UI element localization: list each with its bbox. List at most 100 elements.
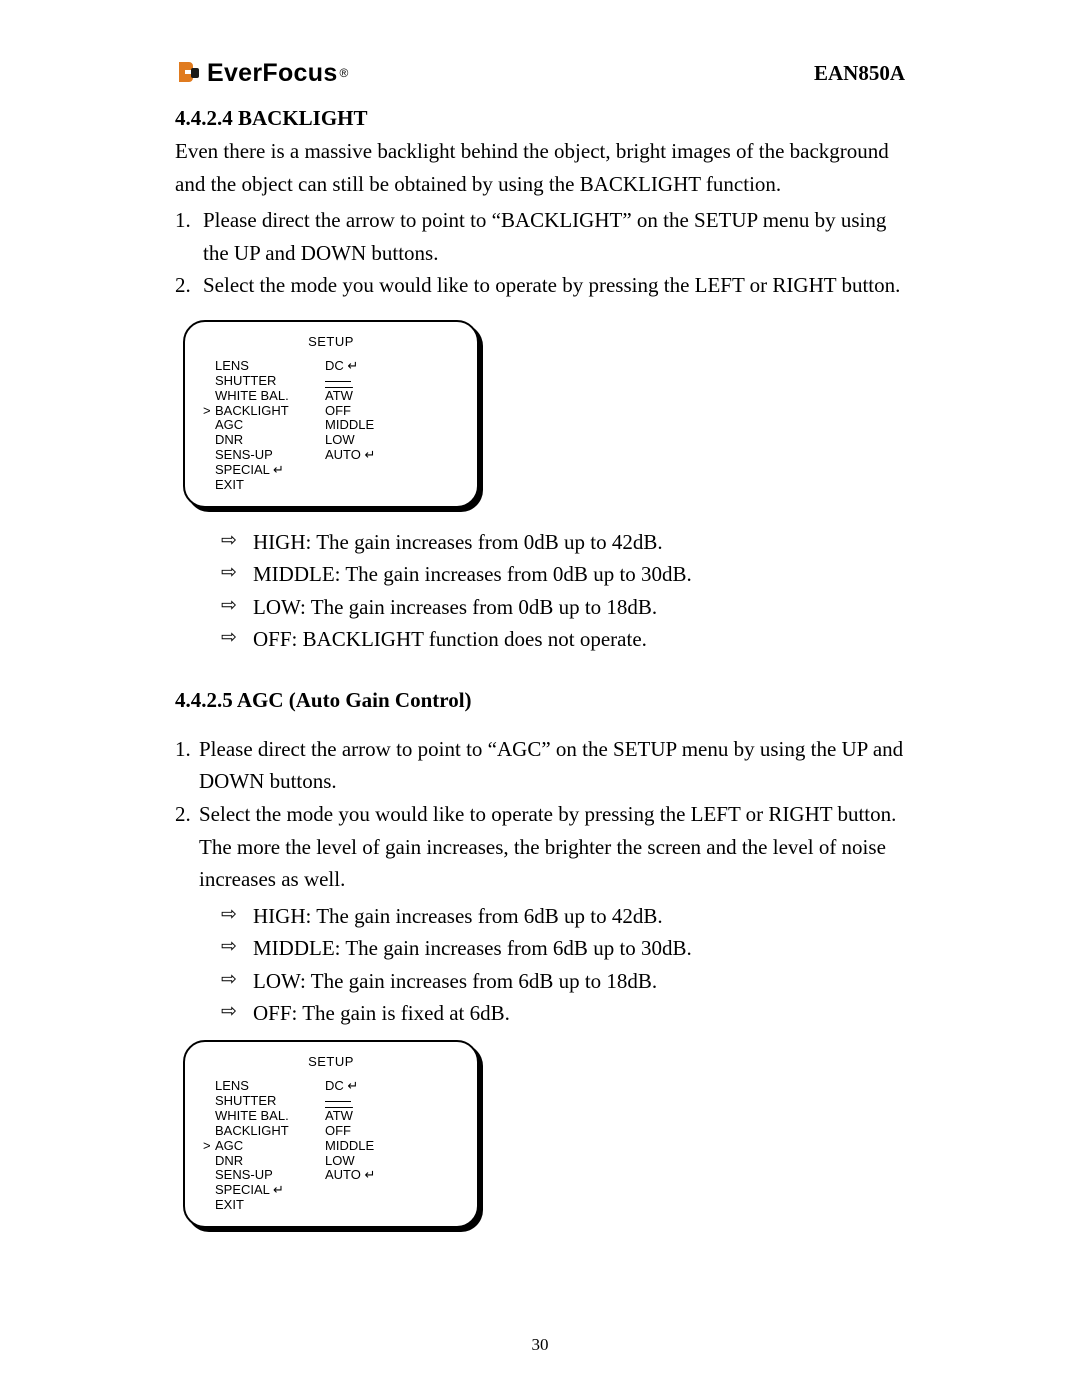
- setup-caret: [203, 389, 215, 404]
- setup-label: SHUTTER: [215, 374, 325, 389]
- list-text: Please direct the arrow to point to “BAC…: [203, 204, 905, 269]
- setup-caret: [203, 478, 215, 493]
- page-header: EverFocus ® EAN850A: [175, 58, 905, 88]
- arrow-icon: ⇨: [221, 965, 253, 998]
- setup-row: DNRLOW: [203, 1154, 459, 1169]
- setup-caret: [203, 1079, 215, 1094]
- setup-row: SPECIAL ↵: [203, 1183, 459, 1198]
- instruction-list-agc: 1. Please direct the arrow to point to “…: [175, 733, 905, 896]
- setup-label: BACKLIGHT: [215, 1124, 325, 1139]
- setup-value: [325, 478, 459, 493]
- setup-label: WHITE BAL.: [215, 1109, 325, 1124]
- setup-row: SPECIAL ↵: [203, 463, 459, 478]
- setup-row: LENSDC ↵: [203, 1079, 459, 1094]
- setup-caret: [203, 1124, 215, 1139]
- setup-row: WHITE BAL.ATW: [203, 389, 459, 404]
- setup-label: BACKLIGHT: [215, 404, 325, 419]
- setup-panel: SETUP LENSDC ↵SHUTTERWHITE BAL.ATWBACKLI…: [183, 1040, 479, 1228]
- setup-row: SENS-UPAUTO ↵: [203, 448, 459, 463]
- setup-value: [325, 374, 459, 389]
- setup-value: [325, 1183, 459, 1198]
- setup-menu-diagram-agc: SETUP LENSDC ↵SHUTTERWHITE BAL.ATWBACKLI…: [183, 1040, 905, 1232]
- setup-value: [325, 463, 459, 478]
- setup-label: EXIT: [215, 1198, 325, 1213]
- setup-label: SENS-UP: [215, 448, 325, 463]
- setup-caret: [203, 1109, 215, 1124]
- setup-caret: [203, 1183, 215, 1198]
- list-item: ⇨OFF: The gain is fixed at 6dB.: [221, 997, 905, 1030]
- list-number: 2.: [175, 269, 203, 302]
- setup-menu-diagram-backlight: SETUP LENSDC ↵SHUTTERWHITE BAL.ATW>BACKL…: [183, 320, 905, 512]
- setup-caret: [203, 463, 215, 478]
- setup-label: SPECIAL ↵: [215, 1183, 325, 1198]
- setup-value: [325, 1094, 459, 1109]
- setup-label: AGC: [215, 1139, 325, 1154]
- setup-label: AGC: [215, 418, 325, 433]
- setup-row: SHUTTER: [203, 1094, 459, 1109]
- arrow-icon: ⇨: [221, 900, 253, 933]
- setup-caret: >: [203, 1139, 215, 1154]
- setup-row: AGCMIDDLE: [203, 418, 459, 433]
- setup-title: SETUP: [203, 1054, 459, 1069]
- model-number: EAN850A: [814, 61, 905, 86]
- arrow-icon: ⇨: [221, 623, 253, 656]
- setup-row: LENSDC ↵: [203, 359, 459, 374]
- everfocus-logo-icon: [175, 58, 203, 88]
- setup-label: WHITE BAL.: [215, 389, 325, 404]
- setup-value: ATW: [325, 1109, 459, 1124]
- setup-label: EXIT: [215, 478, 325, 493]
- setup-value: OFF: [325, 404, 459, 419]
- setup-row: SENS-UPAUTO ↵: [203, 1168, 459, 1183]
- list-item: 2. Select the mode you would like to ope…: [175, 269, 905, 302]
- list-item: 2. Select the mode you would like to ope…: [175, 798, 905, 896]
- setup-caret: [203, 418, 215, 433]
- setup-value: LOW: [325, 433, 459, 448]
- setup-label: SENS-UP: [215, 1168, 325, 1183]
- brand-name: EverFocus: [207, 59, 338, 88]
- setup-row: >BACKLIGHTOFF: [203, 404, 459, 419]
- setup-label: LENS: [215, 359, 325, 374]
- option-list-backlight: ⇨HIGH: The gain increases from 0dB up to…: [175, 526, 905, 656]
- arrow-icon: ⇨: [221, 997, 253, 1030]
- setup-label: DNR: [215, 433, 325, 448]
- registered-mark: ®: [340, 66, 349, 80]
- list-item: 1. Please direct the arrow to point to “…: [175, 733, 905, 798]
- list-number: 2.: [175, 798, 199, 896]
- setup-label: SHUTTER: [215, 1094, 325, 1109]
- list-text: Please direct the arrow to point to “AGC…: [199, 733, 905, 798]
- list-number: 1.: [175, 204, 203, 269]
- arrow-icon: ⇨: [221, 558, 253, 591]
- page-number: 30: [0, 1335, 1080, 1355]
- setup-caret: >: [203, 404, 215, 419]
- list-text: Select the mode you would like to operat…: [199, 798, 905, 896]
- list-item: ⇨MIDDLE: The gain increases from 6dB up …: [221, 932, 905, 965]
- setup-row: >AGCMIDDLE: [203, 1139, 459, 1154]
- list-item: ⇨HIGH: The gain increases from 6dB up to…: [221, 900, 905, 933]
- setup-label: LENS: [215, 1079, 325, 1094]
- list-number: 1.: [175, 733, 199, 798]
- setup-value: ATW: [325, 389, 459, 404]
- setup-caret: [203, 1168, 215, 1183]
- list-item: ⇨MIDDLE: The gain increases from 0dB up …: [221, 558, 905, 591]
- arrow-icon: ⇨: [221, 932, 253, 965]
- setup-label: DNR: [215, 1154, 325, 1169]
- setup-value: AUTO ↵: [325, 448, 459, 463]
- page: EverFocus ® EAN850A 4.4.2.4 BACKLIGHT Ev…: [0, 0, 1080, 1232]
- arrow-icon: ⇨: [221, 526, 253, 559]
- setup-value: MIDDLE: [325, 418, 459, 433]
- setup-caret: [203, 1154, 215, 1169]
- setup-value: [325, 1198, 459, 1213]
- list-item: ⇨HIGH: The gain increases from 0dB up to…: [221, 526, 905, 559]
- section-title-agc: 4.4.2.5 AGC (Auto Gain Control): [175, 688, 905, 713]
- setup-row: DNRLOW: [203, 433, 459, 448]
- setup-value: AUTO ↵: [325, 1168, 459, 1183]
- option-list-agc: ⇨HIGH: The gain increases from 6dB up to…: [175, 900, 905, 1030]
- list-item: ⇨LOW: The gain increases from 0dB up to …: [221, 591, 905, 624]
- setup-caret: [203, 433, 215, 448]
- intro-paragraph: Even there is a massive backlight behind…: [175, 135, 905, 200]
- setup-value: DC ↵: [325, 359, 459, 374]
- setup-row: EXIT: [203, 1198, 459, 1213]
- setup-caret: [203, 359, 215, 374]
- setup-row: EXIT: [203, 478, 459, 493]
- list-text: Select the mode you would like to operat…: [203, 269, 905, 302]
